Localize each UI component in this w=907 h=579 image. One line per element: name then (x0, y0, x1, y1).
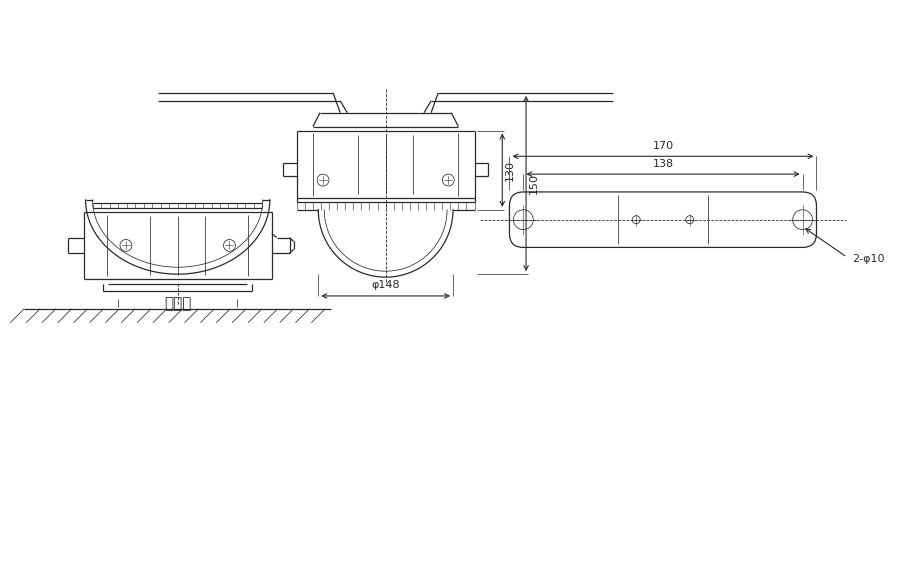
Text: φ148: φ148 (371, 280, 400, 290)
Text: 138: 138 (652, 159, 674, 169)
Text: 170: 170 (652, 141, 674, 151)
Text: 150: 150 (529, 173, 539, 194)
Text: 2-φ10: 2-φ10 (853, 254, 884, 264)
Text: 130: 130 (505, 160, 515, 181)
Text: 吸顶式: 吸顶式 (164, 296, 191, 311)
